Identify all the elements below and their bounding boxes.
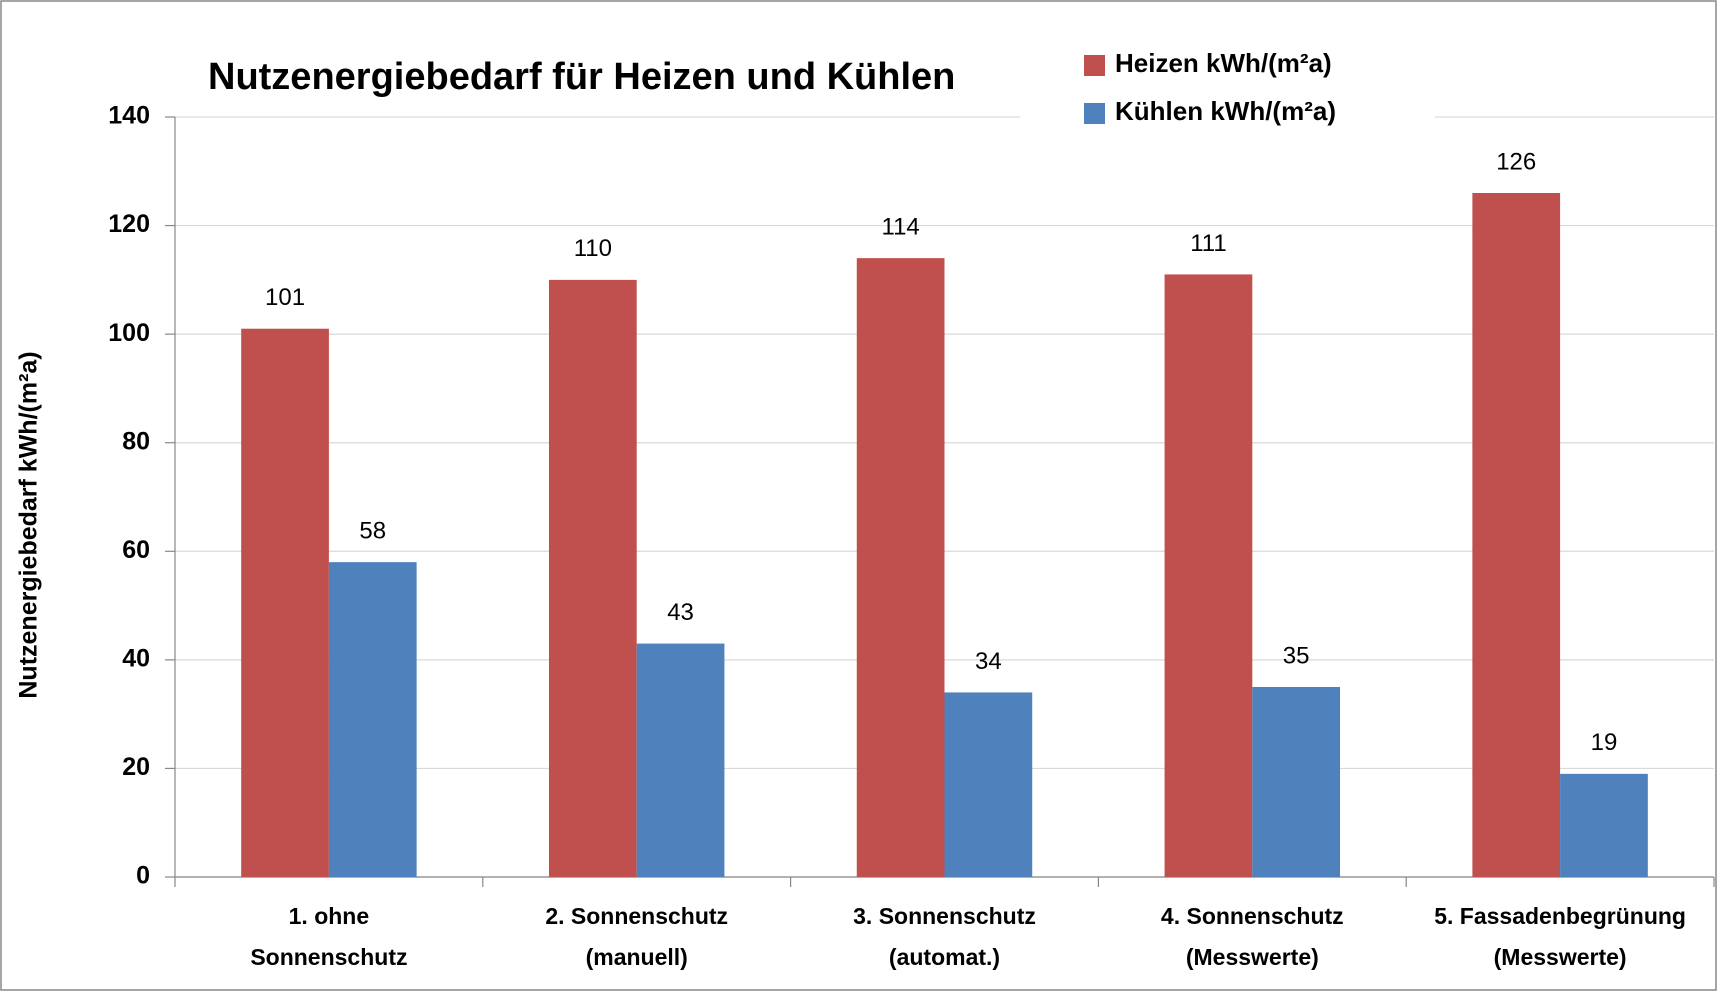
- x-tick-label: 2. Sonnenschutz: [545, 903, 728, 929]
- y-tick-label: 80: [122, 427, 150, 455]
- data-label: 110: [574, 235, 612, 262]
- y-tick-label: 40: [122, 644, 150, 672]
- data-label: 43: [667, 599, 694, 626]
- x-tick-label: 3. Sonnenschutz: [853, 903, 1036, 929]
- data-label: 34: [975, 648, 1002, 675]
- bar: [328, 562, 417, 877]
- chart-title: Nutzenergiebedarf für Heizen und Kühlen: [208, 56, 955, 98]
- data-label: 58: [359, 517, 386, 544]
- legend-label: Heizen kWh/(m²a): [1115, 48, 1332, 78]
- x-tick-label: 1. ohne: [289, 903, 370, 929]
- data-label: 111: [1190, 230, 1226, 257]
- x-tick-label: (manuell): [586, 944, 688, 970]
- bar: [944, 692, 1033, 877]
- y-tick-label: 140: [108, 102, 150, 130]
- y-axis-label: Nutzenergiebedarf kWh/(m²a): [15, 351, 43, 698]
- bar: [548, 279, 637, 877]
- bar: [636, 643, 725, 877]
- y-tick-label: 100: [108, 319, 150, 347]
- bar: [1560, 773, 1648, 877]
- y-tick-label: 0: [136, 862, 150, 890]
- bar: [1164, 274, 1253, 877]
- data-label: 126: [1496, 148, 1536, 175]
- x-tick-label: (Messwerte): [1494, 944, 1627, 970]
- x-tick-label: 5. Fassadenbegrünung: [1434, 903, 1686, 929]
- bar: [856, 258, 945, 878]
- y-tick-label: 120: [108, 210, 150, 238]
- x-tick-label: 4. Sonnenschutz: [1161, 903, 1344, 929]
- legend-label: Kühlen kWh/(m²a): [1115, 96, 1336, 126]
- y-tick-label: 20: [122, 753, 150, 781]
- data-label: 19: [1591, 729, 1618, 756]
- y-tick-label: 60: [122, 536, 150, 564]
- bar: [1252, 687, 1341, 877]
- legend-swatch: [1084, 103, 1105, 124]
- data-label: 114: [882, 213, 920, 240]
- x-tick-label: (Messwerte): [1186, 944, 1319, 970]
- legend-swatch: [1084, 55, 1105, 76]
- x-tick-label: (automat.): [889, 944, 1000, 970]
- bar: [241, 328, 329, 877]
- data-label: 101: [265, 284, 305, 311]
- x-tick-label: Sonnenschutz: [250, 944, 407, 970]
- bar: [1472, 193, 1561, 877]
- data-label: 35: [1283, 642, 1310, 669]
